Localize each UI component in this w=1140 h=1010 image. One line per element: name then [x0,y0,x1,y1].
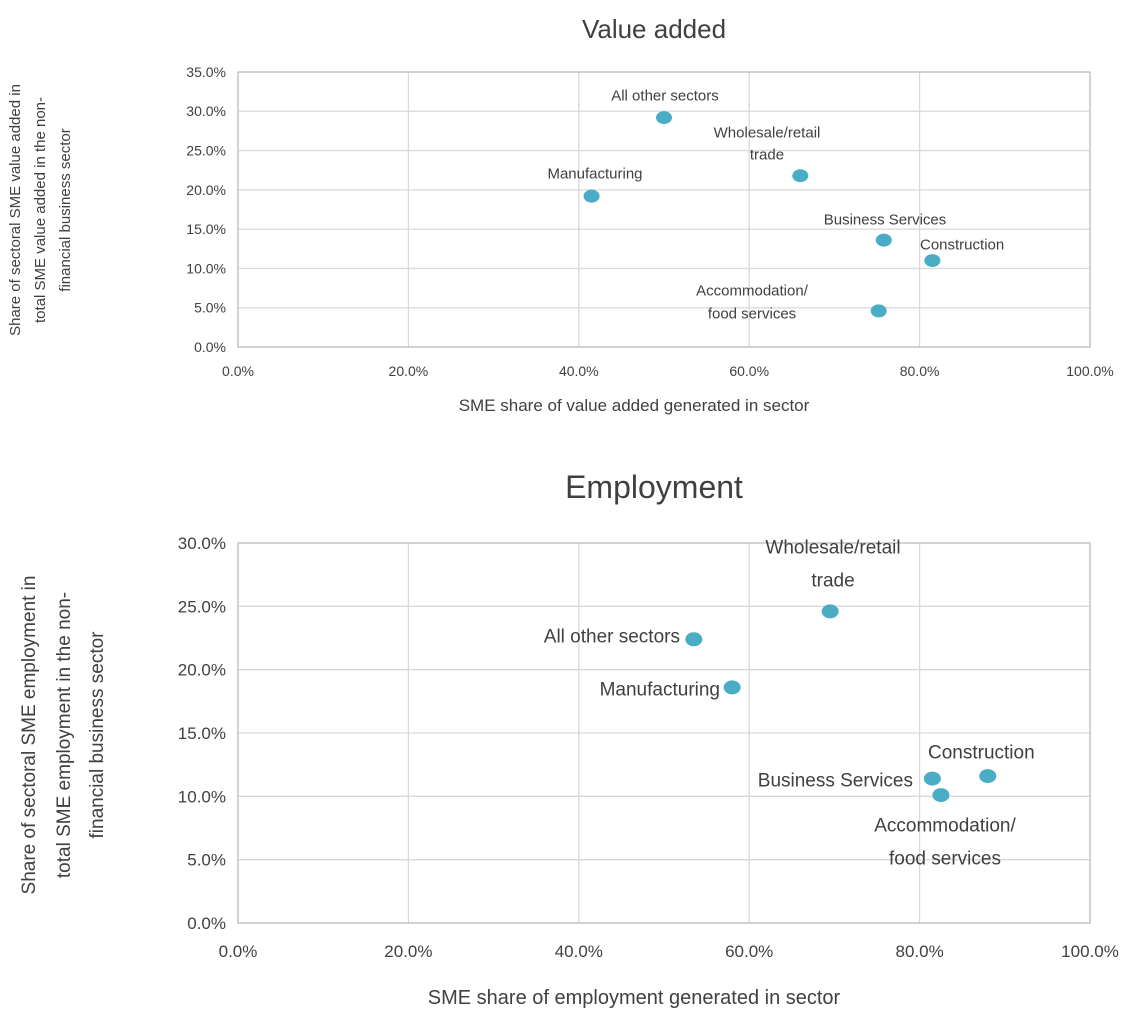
data-point [792,169,809,183]
data-label: Manufacturing [547,165,642,182]
data-label: food services [889,849,1001,870]
data-label: All other sectors [544,627,680,648]
y-tick-label: 10.0% [178,787,226,806]
x-tick-label: 0.0% [219,942,258,961]
chart-value-added: Value added 0.0% 20.0% 40.0% 60.0% 80.0% 100.0… [7,14,1114,415]
y-tick-label: 5.0% [194,300,226,316]
data-label: Wholesale/retail [714,124,821,141]
data-label: Accommodation/ [696,282,809,299]
data-label: Accommodation/ [874,816,1016,837]
y-tick-label: 20.0% [178,661,226,680]
data-point [875,233,892,247]
y-axis-label-line: Share of sectoral SME employment in [19,576,40,895]
x-tick-label: 60.0% [725,942,773,961]
data-label: Business Services [824,211,947,228]
data-point [924,254,941,268]
plot-area [237,542,1091,924]
y-tick-label: 30.0% [178,534,226,553]
x-tick-label: 80.0% [900,363,940,379]
data-label: trade [750,146,784,163]
data-label: Business Services [758,771,913,792]
y-axis-label-line: financial business sector [57,128,74,291]
y-axis-label-line: total SME value added in the non- [32,97,49,323]
y-tick-label: 25.0% [186,142,226,158]
data-point [870,304,887,318]
y-axis-label-line: financial business sector [87,631,108,839]
data-point [932,788,950,803]
x-tick-label: 100.0% [1061,942,1119,961]
data-label: food services [708,305,796,322]
chart-employment: Employment 0.0% 20.0% 40.0% 60.0% 80.0% 100.0%… [19,469,1119,1009]
data-point [656,111,672,125]
y-tick-label: 5.0% [187,851,226,870]
x-tick-label: 0.0% [222,363,254,379]
chart-title: Employment [565,469,743,505]
y-tick-label: 30.0% [186,103,226,119]
data-point [685,632,703,647]
data-label: Construction [928,743,1035,764]
data-label: All other sectors [611,87,719,104]
data-label: Construction [920,236,1004,253]
chart-title: Value added [582,14,726,44]
y-tick-label: 25.0% [178,597,226,616]
x-tick-label: 20.0% [384,942,432,961]
data-point [821,604,839,619]
x-tick-label: 60.0% [729,363,769,379]
y-tick-label: 15.0% [178,724,226,743]
data-point [723,680,741,695]
y-tick-label: 0.0% [187,914,226,933]
y-tick-label: 35.0% [186,64,226,80]
data-point [979,769,997,784]
plot-area [237,71,1091,348]
y-axis-label-line: Share of sectoral SME value added in [7,84,24,336]
data-point [583,189,600,203]
x-tick-label: 40.0% [559,363,599,379]
y-tick-label: 0.0% [194,339,226,355]
y-tick-label: 20.0% [186,182,226,198]
y-axis-label-line: total SME employment in the non- [54,592,75,878]
x-tick-label: 40.0% [555,942,603,961]
data-label: Manufacturing [600,680,720,701]
data-point [923,771,941,786]
y-tick-label: 15.0% [186,221,226,237]
x-tick-label: 100.0% [1066,363,1113,379]
x-axis-label: SME share of employment generated in sec… [428,987,841,1009]
data-label: Wholesale/retail [765,538,900,559]
x-tick-label: 80.0% [895,942,943,961]
data-label: trade [811,571,854,592]
x-axis-label: SME share of value added generated in se… [459,396,810,415]
x-tick-label: 20.0% [389,363,429,379]
y-tick-label: 10.0% [186,260,226,276]
